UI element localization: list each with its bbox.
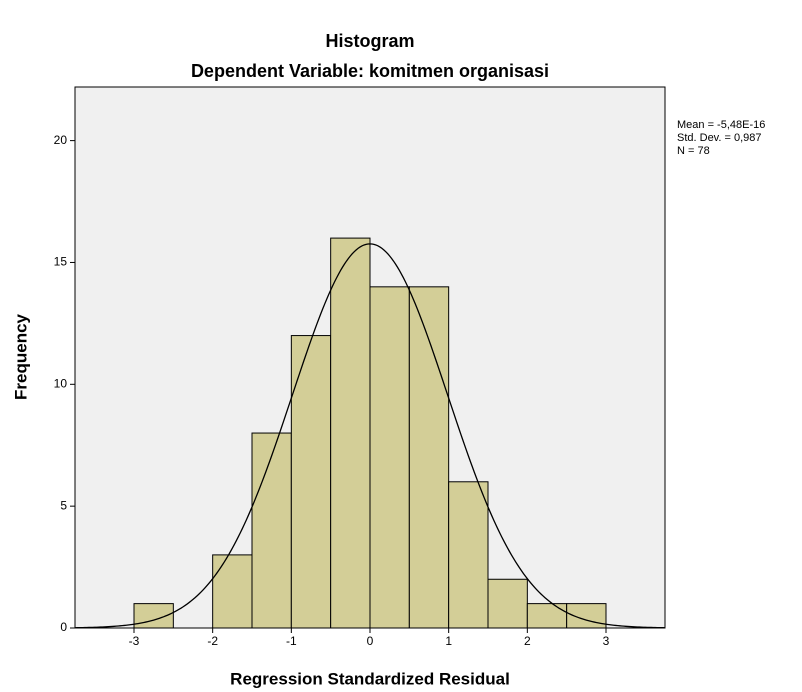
chart-title: Histogram <box>325 31 414 51</box>
y-tick-label: 10 <box>54 376 68 390</box>
bar <box>290 335 332 629</box>
bar <box>408 286 450 629</box>
stat-label: N = 78 <box>677 145 710 157</box>
chart-subtitle: Dependent Variable: komitmen organisasi <box>191 61 549 81</box>
x-tick-label: -1 <box>286 634 297 648</box>
x-tick-label: 1 <box>445 634 452 648</box>
x-tick-label: 3 <box>603 634 610 648</box>
y-tick-label: 20 <box>54 133 68 147</box>
y-tick-label: 15 <box>54 255 68 269</box>
normal-curve <box>74 243 666 629</box>
bar <box>330 237 371 629</box>
y-tick-label: 5 <box>60 498 67 512</box>
bar <box>212 554 253 629</box>
x-axis-label: Regression Standardized Residual <box>230 669 510 688</box>
x-tick-label: -2 <box>207 634 218 648</box>
y-tick-label: 0 <box>60 620 67 634</box>
bar <box>448 481 489 629</box>
bar <box>487 578 528 629</box>
stat-label: Mean = -5,48E-16 <box>677 119 765 131</box>
x-tick-label: 2 <box>524 634 531 648</box>
bar <box>369 286 410 629</box>
bar <box>251 432 292 629</box>
x-tick-label: 0 <box>367 634 374 648</box>
y-axis-label: Frequency <box>11 313 30 400</box>
x-tick-label: -3 <box>129 634 140 648</box>
stat-label: Std. Dev. = 0,987 <box>677 132 762 144</box>
bar <box>526 603 568 629</box>
